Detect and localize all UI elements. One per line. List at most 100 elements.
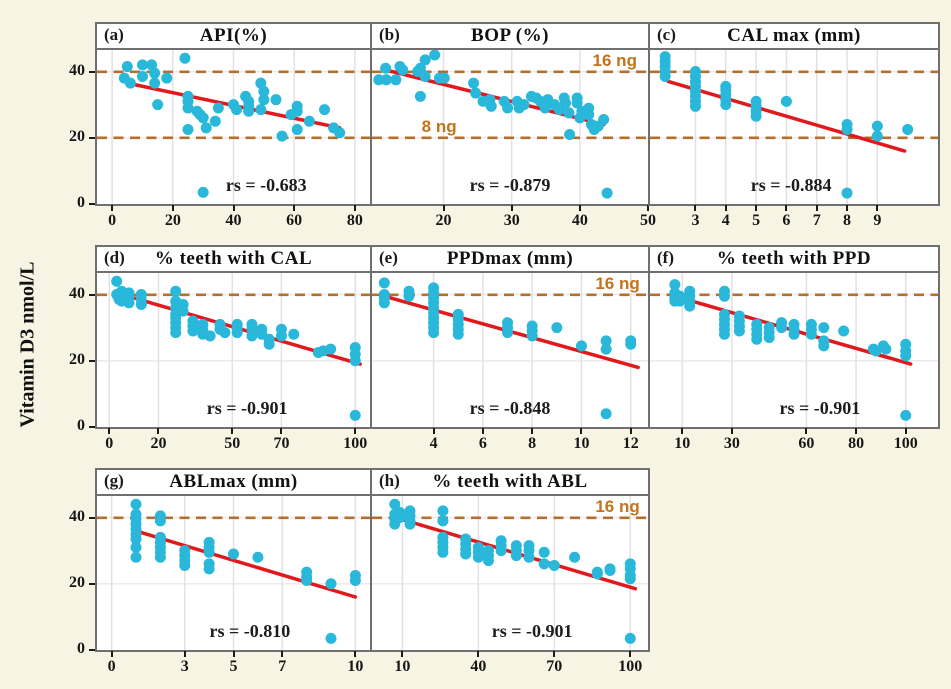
- x-tick-mark: [354, 651, 357, 657]
- panel-letter: (d): [104, 248, 125, 267]
- scatter-point: [902, 123, 914, 135]
- scatter-point: [564, 128, 576, 140]
- panel-g: (g) ABLmax (mm) rs = -0.810: [95, 468, 372, 652]
- scatter-point: [780, 95, 792, 107]
- rs-label: rs = -0.901: [207, 398, 288, 418]
- y-tick-label: 40: [69, 61, 85, 79]
- scatter-point: [684, 300, 696, 312]
- panel-title-strip: (d) % teeth with CAL: [97, 247, 370, 273]
- scatter-point: [182, 123, 194, 135]
- panel-title: % teeth with ABL: [432, 471, 588, 492]
- scatter-point: [380, 74, 392, 86]
- scatter-point: [231, 327, 243, 339]
- panel-letter: (f): [657, 248, 674, 267]
- scatter-points: [130, 498, 361, 644]
- x-tick-mark: [510, 205, 513, 211]
- scatter-point: [334, 127, 346, 139]
- y-tick-label: 40: [69, 284, 85, 302]
- rs-label: rs = -0.848: [470, 398, 551, 418]
- scatter-point: [243, 105, 255, 117]
- scatter-point: [419, 54, 431, 66]
- scatter-point: [403, 290, 415, 302]
- x-tick-mark: [353, 205, 356, 211]
- y-tick-mark: [89, 582, 95, 585]
- scatter-point: [414, 90, 426, 102]
- scatter-point: [378, 297, 390, 309]
- scatter-point: [182, 102, 194, 114]
- scatter-point: [452, 328, 464, 340]
- scatter-point: [349, 355, 361, 367]
- scatter-points: [373, 50, 613, 199]
- scatter-point: [818, 322, 830, 334]
- scatter-point: [841, 187, 853, 199]
- x-tick-mark: [110, 651, 113, 657]
- panel-letter: (a): [104, 25, 124, 44]
- panel-title: CAL max (mm): [727, 25, 861, 46]
- scatter-point: [604, 565, 616, 577]
- y-tick-mark: [89, 359, 95, 362]
- x-tick-label: 40: [470, 658, 487, 675]
- x-tick-label: 10: [347, 658, 364, 675]
- panel-letter: (b): [379, 25, 400, 44]
- x-tick-mark: [553, 651, 556, 657]
- scatter-plot-e: rs = -0.848 16 ng: [372, 273, 648, 427]
- x-tick-mark: [730, 428, 733, 434]
- scatter-point: [689, 100, 701, 112]
- scatter-point: [209, 115, 221, 127]
- scatter-points: [659, 51, 914, 199]
- panel-title: % teeth with PPD: [716, 248, 872, 269]
- x-tick-label: 80: [848, 435, 865, 452]
- scatter-point: [841, 123, 853, 135]
- scatter-point: [187, 325, 199, 337]
- scatter-point: [397, 64, 409, 76]
- scatter-plot-h: rs = -0.901 16 ng: [372, 496, 648, 650]
- scatter-point: [438, 72, 450, 84]
- scatter-point: [419, 70, 431, 82]
- scatter-point: [170, 327, 182, 339]
- x-tick-label: 20: [164, 212, 181, 229]
- x-tick-label: 5: [229, 658, 238, 675]
- x-tick-mark: [629, 651, 632, 657]
- scatter-point: [437, 546, 449, 558]
- scatter-point: [563, 107, 575, 119]
- scatter-points: [111, 275, 361, 421]
- scatter-point: [203, 546, 215, 558]
- scatter-point: [472, 551, 484, 563]
- scatter-point: [231, 104, 243, 116]
- scatter-point: [380, 62, 392, 74]
- scatter-point: [325, 578, 337, 590]
- scatter-point: [548, 560, 560, 572]
- scatter-point: [538, 558, 550, 570]
- x-tick-mark: [293, 205, 296, 211]
- panel-d: (d) % teeth with CAL rs = -0.901: [95, 245, 372, 429]
- scatter-point: [538, 546, 550, 558]
- panel-title: ABLmax (mm): [169, 471, 298, 492]
- scatter-point: [325, 343, 337, 355]
- scatter-plot-c: rs = -0.884: [650, 50, 938, 204]
- scatter-point: [485, 100, 497, 112]
- panel-h: (h) % teeth with ABL rs = -0.901 16 ng: [370, 468, 650, 652]
- scatter-point: [674, 295, 686, 307]
- scatter-point: [219, 327, 231, 339]
- y-tick-label: 20: [69, 350, 85, 368]
- scatter-point: [246, 330, 258, 342]
- x-tick-label: 60: [798, 435, 815, 452]
- scatter-point: [154, 515, 166, 527]
- scatter-point: [170, 285, 182, 297]
- panel-e: (e) PPDmax (mm) rs = -0.848 16 ng: [370, 245, 650, 429]
- x-tick-label: 0: [108, 212, 117, 229]
- rs-label: rs = -0.879: [470, 175, 551, 195]
- x-tick-label: 10: [394, 658, 411, 675]
- x-tick-label: 8: [843, 212, 852, 229]
- x-tick-label: 10: [674, 435, 691, 452]
- scatter-point: [502, 327, 514, 339]
- scatter-point: [871, 120, 883, 132]
- scatter-point: [263, 338, 275, 350]
- x-tick-mark: [401, 651, 404, 657]
- x-tick-label: 70: [273, 435, 290, 452]
- scatter-points: [118, 52, 346, 198]
- ref-label-8-ng: 8 ng: [422, 117, 457, 136]
- scatter-plot-g: rs = -0.810: [97, 496, 370, 650]
- scatter-point: [149, 67, 161, 79]
